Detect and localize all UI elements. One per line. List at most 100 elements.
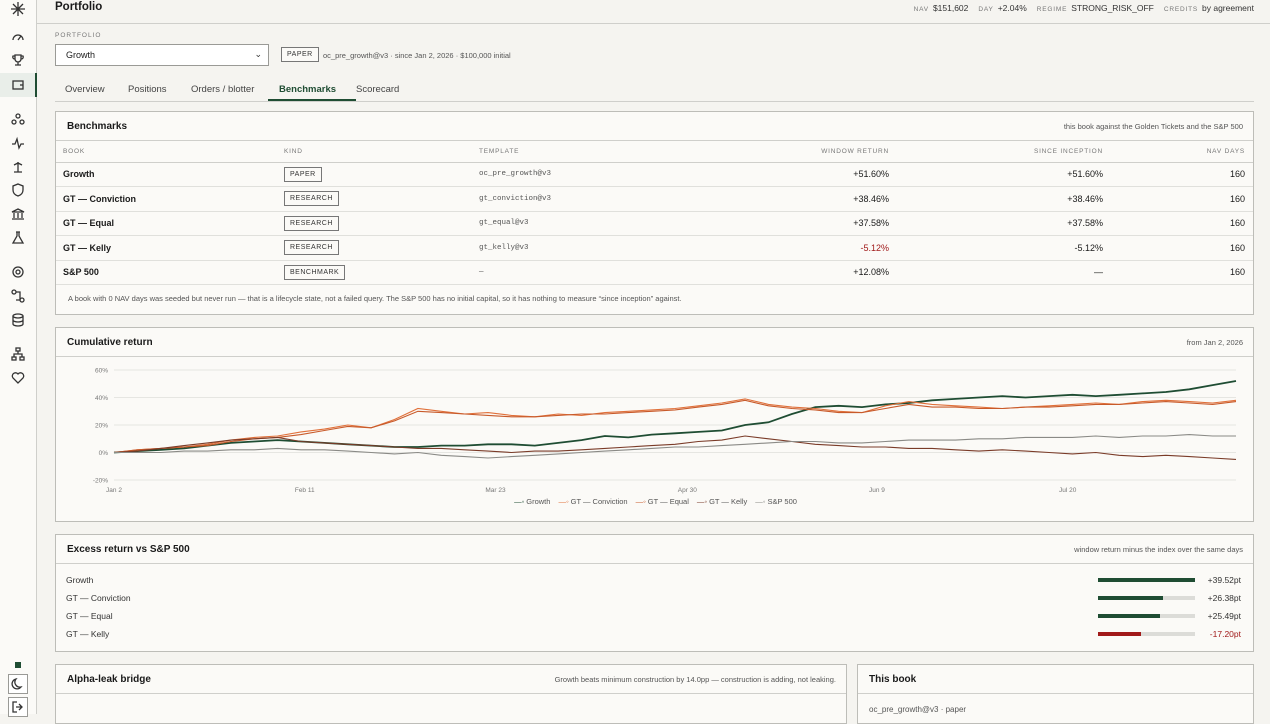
chart-legend: —◦ Growth —◦ GT — Conviction —◦ GT — Equal —◦ G… <box>56 497 1255 506</box>
table-row[interactable]: GT — Kelly RESEARCH gt_kelly@v3 -5.12% -5.12… <box>56 235 1253 261</box>
col-window-return[interactable]: WINDOW RETURN <box>672 141 897 163</box>
table-row[interactable]: GT — Equal RESEARCH gt_equal@v3 +37.58% +37.… <box>56 211 1253 236</box>
cell-window-return: +51.60% <box>672 162 897 187</box>
cell-nav-days: 160 <box>1111 162 1253 187</box>
cell-kind: RESEARCH <box>277 186 472 212</box>
cell-book: GT — Kelly <box>56 235 277 261</box>
trophy-icon[interactable] <box>9 51 27 69</box>
col-template[interactable]: TEMPLATE <box>472 141 672 163</box>
legend-item[interactable]: —◦ GT — Conviction <box>558 497 627 506</box>
cell-nav-days: 160 <box>1111 211 1253 236</box>
benchmarks-header: Benchmarks this book against the Golden … <box>56 112 1253 141</box>
legend-label: Growth <box>526 497 551 506</box>
tab-overview[interactable]: Overview <box>65 84 105 95</box>
cumulative-card: Cumulative return from Jan 2, 2026 60% 40… <box>55 327 1254 522</box>
shield-icon[interactable] <box>9 181 27 199</box>
wallet-icon[interactable] <box>9 76 27 94</box>
table-row[interactable]: GT — Conviction RESEARCH gt_conviction@v3 +… <box>56 186 1253 212</box>
col-nav-days[interactable]: NAV DAYS <box>1111 141 1253 163</box>
cell-kind: RESEARCH <box>277 211 472 236</box>
cell-kind: BENCHMARK <box>277 260 472 285</box>
col-since-inception[interactable]: SINCE INCEPTION <box>897 141 1111 163</box>
database-icon[interactable] <box>9 311 27 329</box>
logo-icon[interactable] <box>9 0 27 18</box>
cell-since-inception: — <box>897 260 1111 285</box>
cell-since-inception: +37.58% <box>897 211 1111 236</box>
stat-nav: NAV $151,602 <box>913 3 969 13</box>
bank-icon[interactable] <box>9 205 27 223</box>
tab-orders-blotter[interactable]: Orders / blotter <box>191 84 255 95</box>
excess-row-label: GT — Kelly <box>66 629 110 639</box>
excess-bar-fill <box>1098 596 1163 600</box>
alpha-leak-card: Alpha-leak bridge Growth beats minimum c… <box>55 664 847 724</box>
cell-template: gt_kelly@v3 <box>472 235 672 261</box>
series-line-s-p-500 <box>114 434 1236 459</box>
tab-scorecard[interactable]: Scorecard <box>356 84 400 95</box>
portfolio-label: PORTFOLIO <box>55 32 102 39</box>
excess-bar-fill <box>1098 632 1141 636</box>
series-line-gt-conviction <box>113 398 1237 454</box>
route-icon[interactable] <box>9 287 27 305</box>
header-stats: NAV $151,602 DAY +2.04% REGIME STRONG_RISK_… <box>914 3 1254 13</box>
col-kind[interactable]: KIND <box>277 141 472 163</box>
kind-badge: PAPER <box>284 166 322 182</box>
cumulative-title: Cumulative return <box>67 337 153 348</box>
cell-book: S&P 500 <box>56 260 277 285</box>
tab-benchmarks[interactable]: Benchmarks <box>279 84 337 95</box>
cell-since-inception: -5.12% <box>897 235 1111 261</box>
cell-window-return: +12.08% <box>672 260 897 285</box>
legend-marker-icon: —◦ <box>755 497 766 506</box>
legend-item[interactable]: —◦ S&P 500 <box>755 497 797 506</box>
active-tab-underline <box>268 99 356 101</box>
legend-item[interactable]: —◦ GT — Equal <box>636 497 689 506</box>
portfolio-select[interactable]: Growth ⌄ <box>55 44 269 66</box>
cell-nav-days: 160 <box>1111 260 1253 285</box>
legend-marker-icon: —◦ <box>635 497 646 506</box>
excess-bar-track <box>1098 596 1195 600</box>
cell-book: GT — Conviction <box>56 186 277 212</box>
target-icon[interactable] <box>9 263 27 281</box>
this-book-card: This book oc_pre_growth@v3 · paper <box>857 664 1254 724</box>
logout-icon[interactable] <box>8 697 28 717</box>
cell-nav-days: 160 <box>1111 186 1253 212</box>
excess-row-value: +26.38pt <box>1207 593 1241 603</box>
portfolio-select-value: Growth <box>66 50 96 60</box>
page-title: Portfolio <box>55 1 103 13</box>
kind-badge: RESEARCH <box>284 240 339 256</box>
portfolio-meta: oc_pre_growth@v3 · since Jan 2, 2026 · $… <box>323 51 511 60</box>
tab-positions[interactable]: Positions <box>128 84 167 95</box>
moon-icon[interactable] <box>8 674 28 694</box>
kind-badge: RESEARCH <box>284 215 339 231</box>
excess-subtitle: window return minus the index over the s… <box>1074 545 1243 554</box>
legend-item[interactable]: —◦ GT — Kelly <box>697 497 747 506</box>
flask-icon[interactable] <box>9 229 27 247</box>
x-tick-label: Jan 2 <box>106 487 122 494</box>
excess-bar-track <box>1098 632 1195 636</box>
table-row[interactable]: Growth PAPER oc_pre_growth@v3 +51.60% +51.60… <box>56 162 1253 187</box>
excess-card: Excess return vs S&P 500 window return m… <box>55 534 1254 652</box>
table-row[interactable]: S&P 500 BENCHMARK — +12.08% —160 <box>56 260 1253 285</box>
pulse-icon[interactable] <box>9 134 27 152</box>
y-tick-label: -20% <box>93 478 108 485</box>
cell-window-return: +37.58% <box>672 211 897 236</box>
gauge-icon[interactable] <box>9 28 27 46</box>
cell-template: oc_pre_growth@v3 <box>472 162 672 187</box>
excess-row-value: +25.49pt <box>1207 611 1241 621</box>
cell-book: GT — Equal <box>56 211 277 236</box>
network-icon[interactable] <box>9 110 27 128</box>
cell-window-return: +38.46% <box>672 186 897 212</box>
legend-item[interactable]: —◦ Growth <box>514 497 550 506</box>
cell-kind: RESEARCH <box>277 235 472 261</box>
top-bar: Portfolio NAV $151,602 DAY +2.04% REGIME ST… <box>37 0 1270 24</box>
col-book[interactable]: BOOK <box>56 141 277 163</box>
hierarchy-icon[interactable] <box>9 345 27 363</box>
legend-label: GT — Kelly <box>709 497 748 506</box>
stat-credits: CREDITS by agreement <box>1163 3 1254 13</box>
benchmarks-table: BOOK KIND TEMPLATE WINDOW RETURN SINCE I… <box>56 141 1253 285</box>
x-tick-label: Apr 30 <box>678 487 698 494</box>
heart-icon[interactable] <box>9 369 27 387</box>
scale-icon[interactable] <box>9 158 27 176</box>
excess-header: Excess return vs S&P 500 window return m… <box>56 535 1253 564</box>
cumulative-return-chart: 60% 40% 20% 0% -20% Jan 2 Feb 11 Mar 23 Apr 30 Ju… <box>93 368 1237 494</box>
legend-label: S&P 500 <box>767 497 797 506</box>
